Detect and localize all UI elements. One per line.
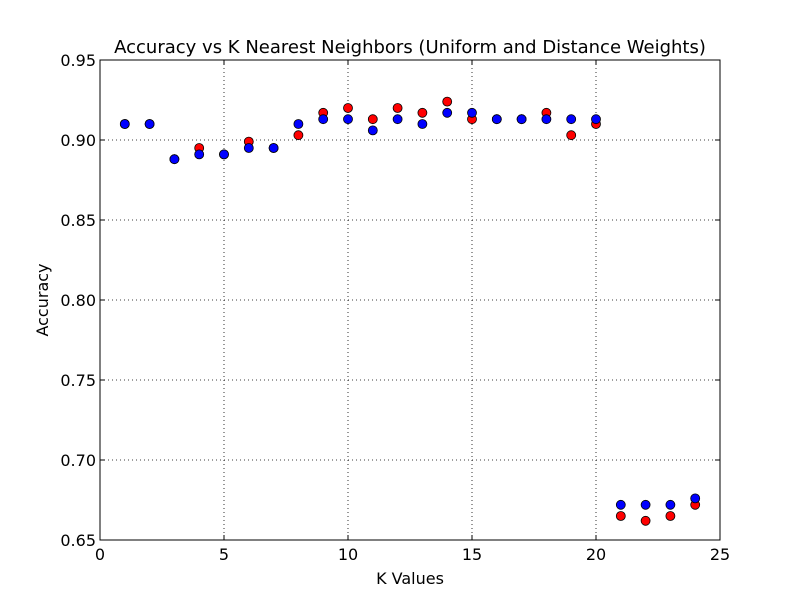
data-point [541, 114, 552, 125]
data-point [467, 107, 477, 118]
data-point [367, 114, 378, 125]
data-point [442, 96, 453, 107]
data-point [219, 149, 229, 160]
data-point [293, 130, 304, 141]
x-tick-label: 5 [219, 545, 229, 564]
data-point [392, 103, 403, 113]
y-tick-label: 0.95 [60, 51, 96, 70]
data-point [417, 119, 428, 129]
data-point [343, 114, 353, 125]
y-tick-label: 0.70 [60, 451, 96, 470]
data-point [640, 499, 651, 510]
y-tick-label: 0.85 [60, 211, 96, 230]
grid-layer [100, 60, 720, 540]
y-tick-label: 0.75 [60, 371, 96, 390]
x-tick-label: 10 [338, 545, 358, 564]
x-tick-label: 15 [462, 545, 482, 564]
data-point [591, 114, 601, 125]
data-point [665, 511, 676, 521]
data-point [417, 107, 428, 118]
series-1 [119, 107, 701, 510]
data-point [442, 107, 453, 118]
data-point [491, 114, 502, 125]
y-tick-label: 0.90 [60, 131, 96, 150]
x-tick-label: 0 [95, 545, 105, 564]
y-tick-label: 0.80 [60, 291, 96, 310]
points-layer [119, 96, 701, 526]
ticks-layer: 0 5 10 15 20 25 0.65 0.70 0.75 0.80 0.85 0.90 0.95 [60, 51, 730, 564]
data-point [640, 515, 651, 526]
data-point [243, 143, 254, 153]
data-point [194, 149, 205, 160]
x-tick-label: 20 [586, 545, 606, 564]
data-point [367, 125, 378, 136]
x-axis-label: K Values [376, 569, 444, 588]
data-point [690, 493, 701, 504]
data-point [615, 499, 626, 510]
data-point [665, 499, 676, 510]
x-tick-label: 25 [710, 545, 730, 564]
data-point [318, 114, 329, 125]
data-point [293, 119, 304, 129]
chart-title: Accuracy vs K Nearest Neighbors (Uniform… [114, 37, 706, 58]
data-point [343, 103, 353, 113]
data-point [268, 143, 279, 153]
y-tick-label: 0.65 [60, 531, 96, 550]
data-point [392, 114, 403, 125]
y-axis-label: Accuracy [33, 263, 52, 336]
data-point [615, 511, 626, 521]
data-point [516, 114, 527, 125]
data-point [566, 114, 577, 125]
data-point [566, 130, 577, 141]
data-point [119, 119, 130, 129]
data-point [144, 119, 155, 129]
series-0 [119, 96, 701, 526]
data-point [169, 154, 180, 165]
